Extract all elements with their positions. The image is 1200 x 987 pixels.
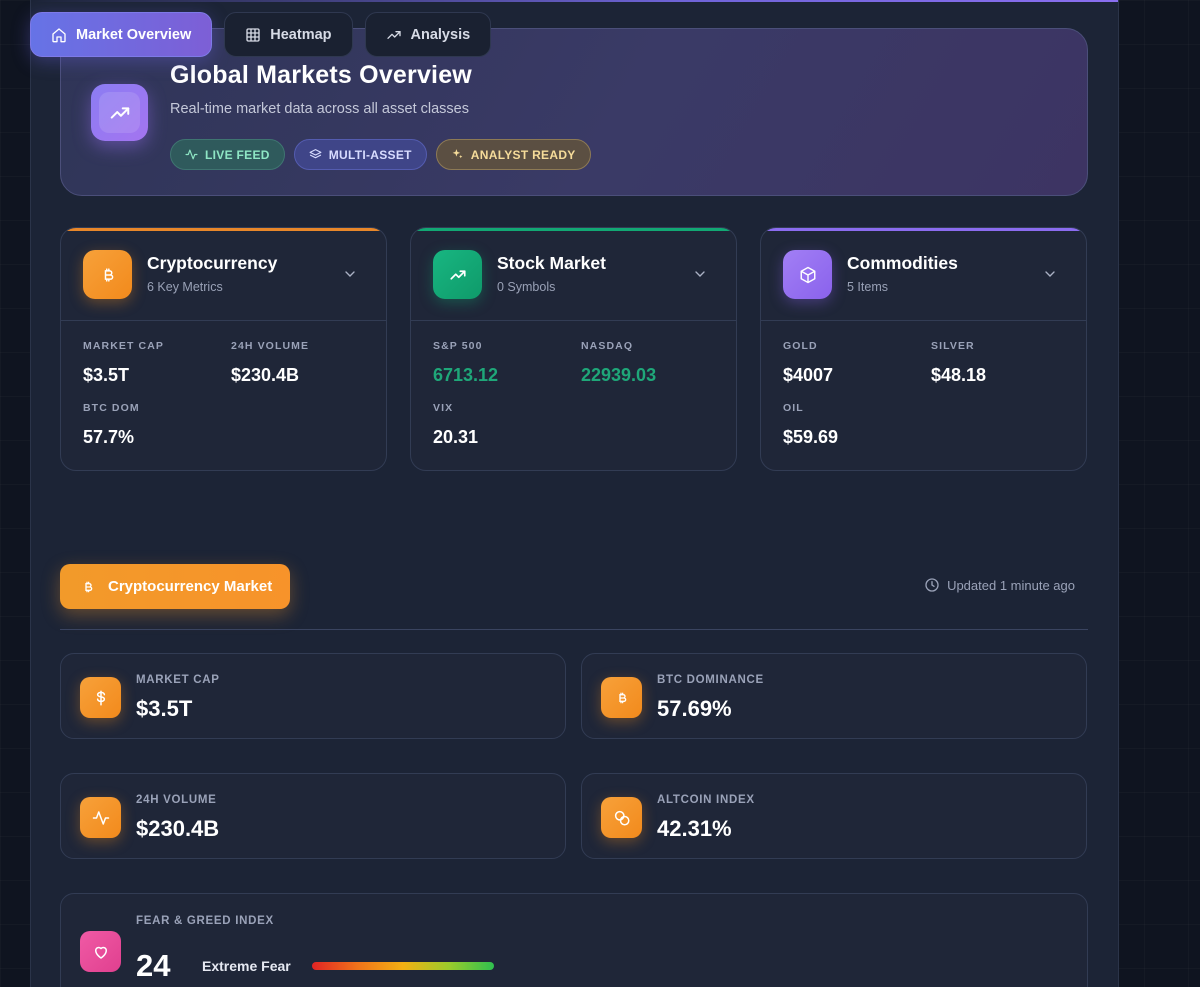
- card-title: Stock Market: [497, 253, 606, 273]
- chevron-down-icon[interactable]: [1042, 266, 1058, 282]
- hero-banner: Global Markets Overview Real-time market…: [60, 28, 1088, 196]
- metric-vix: VIX 20.31: [433, 402, 479, 447]
- metric-gold: GOLD $4007: [783, 340, 834, 385]
- tab-label: Analysis: [410, 26, 471, 43]
- sparkles-icon: [452, 149, 463, 159]
- tab-heatmap[interactable]: Heatmap: [224, 12, 353, 57]
- grid-icon: [246, 27, 260, 42]
- card-accent-bar: [61, 228, 386, 231]
- updated-timestamp: Updated 1 minute ago: [924, 577, 1075, 593]
- stat-card-24h-volume: 24H VOLUME $230.4B: [60, 773, 566, 859]
- fear-greed-value: 24: [136, 948, 171, 983]
- badge-live-feed: LIVE FEED: [170, 139, 285, 170]
- stat-label: BTC DOMINANCE: [657, 674, 764, 686]
- card-title: Commodities: [847, 253, 958, 273]
- tab-bar: Market Overview Heatmap Analysis: [30, 12, 492, 57]
- layers-icon: [309, 149, 322, 159]
- dollar-icon: [80, 677, 121, 718]
- activity-icon: [80, 797, 121, 838]
- card-header[interactable]: Cryptocurrency 6 Key Metrics: [61, 228, 386, 321]
- card-header[interactable]: Commodities 5 Items: [761, 228, 1086, 321]
- metric-24h-volume: 24H VOLUME $230.4B: [231, 340, 310, 385]
- card-accent-bar: [761, 228, 1086, 231]
- fear-greed-gradient-bar: [312, 962, 494, 970]
- bitcoin-icon: [83, 250, 132, 299]
- category-card-stocks[interactable]: Stock Market 0 Symbols S&P 500 6713.12 N…: [410, 227, 737, 471]
- card-subtitle: 0 Symbols: [497, 280, 556, 294]
- card-header[interactable]: Stock Market 0 Symbols: [411, 228, 736, 321]
- card-subtitle: 6 Key Metrics: [147, 280, 223, 294]
- clock-icon: [925, 578, 939, 592]
- chevron-down-icon[interactable]: [692, 266, 708, 282]
- stat-label: 24H VOLUME: [136, 794, 217, 806]
- stat-value: $3.5T: [136, 696, 193, 721]
- page-subtitle: Real-time market data across all asset c…: [170, 101, 469, 117]
- hero-icon-box: [91, 84, 148, 141]
- metric-oil: OIL $59.69: [783, 402, 839, 447]
- badge-analyst-ready: ANALYST READY: [435, 139, 591, 170]
- badge-multi-asset: MULTI-ASSET: [293, 139, 427, 170]
- chevron-down-icon[interactable]: [342, 266, 358, 282]
- activity-icon: [185, 149, 198, 160]
- metric-nasdaq: NASDAQ 22939.03: [581, 340, 657, 385]
- category-card-commodities[interactable]: Commodities 5 Items GOLD $4007 SILVER $4…: [760, 227, 1087, 471]
- badge-row: LIVE FEED MULTI-ASSET ANALYST READY: [170, 139, 591, 170]
- stat-label: MARKET CAP: [136, 674, 220, 686]
- metric-market-cap: MARKET CAP $3.5T: [83, 340, 164, 385]
- tab-analysis[interactable]: Analysis: [364, 12, 492, 57]
- section-title: Cryptocurrency Market: [108, 578, 273, 595]
- card-accent-bar: [411, 228, 736, 231]
- metric-sp500: S&P 500 6713.12: [433, 340, 499, 385]
- card-subtitle: 5 Items: [847, 280, 888, 294]
- category-card-crypto[interactable]: Cryptocurrency 6 Key Metrics MARKET CAP …: [60, 227, 387, 471]
- panel-top-accent: [31, 0, 1118, 2]
- stat-card-altcoin-index: ALTCOIN INDEX 42.31%: [581, 773, 1087, 859]
- home-icon: [52, 27, 66, 42]
- coins-icon: [601, 797, 642, 838]
- bitcoin-icon: [85, 581, 93, 592]
- bitcoin-icon: [601, 677, 642, 718]
- stat-value: 42.31%: [657, 816, 732, 841]
- stat-value: 57.69%: [657, 696, 732, 721]
- section-crypto-market-button[interactable]: Cryptocurrency Market: [60, 564, 290, 609]
- stat-card-market-cap: MARKET CAP $3.5T: [60, 653, 566, 739]
- fear-greed-label: FEAR & GREED INDEX: [136, 915, 274, 927]
- metric-silver: SILVER $48.18: [931, 340, 987, 385]
- trending-up-icon: [433, 250, 482, 299]
- stat-label: ALTCOIN INDEX: [657, 794, 755, 806]
- tab-label: Heatmap: [270, 26, 332, 43]
- metric-btc-dom: BTC DOM 57.7%: [83, 402, 140, 447]
- heart-icon: [80, 931, 121, 972]
- trending-up-icon: [386, 30, 401, 39]
- stat-value: $230.4B: [136, 816, 220, 841]
- trending-up-icon: [110, 106, 129, 119]
- section-divider: [60, 629, 1088, 630]
- box-icon: [783, 250, 832, 299]
- card-title: Cryptocurrency: [147, 253, 278, 273]
- tab-label: Market Overview: [76, 26, 192, 43]
- page-title: Global Markets Overview: [170, 61, 472, 89]
- tab-market-overview[interactable]: Market Overview: [30, 12, 213, 57]
- stat-card-btc-dominance: BTC DOMINANCE 57.69%: [581, 653, 1087, 739]
- fear-greed-card: FEAR & GREED INDEX 24 Extreme Fear: [60, 893, 1088, 987]
- fear-greed-sentiment: Extreme Fear: [202, 958, 291, 974]
